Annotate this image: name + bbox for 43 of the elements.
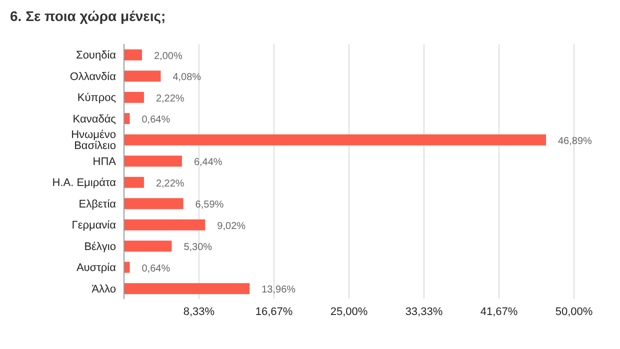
data-label: 13,96%: [262, 284, 296, 296]
data-label: 6,59%: [195, 200, 224, 211]
y-tick-label: ΗΠΑ: [92, 156, 117, 168]
x-tick-label: 33,33%: [405, 306, 443, 318]
y-tick-label: Βέλγιο: [84, 240, 116, 253]
data-label: 9,02%: [217, 220, 246, 232]
bar: [124, 283, 250, 294]
x-tick-label: 50,00%: [555, 306, 593, 318]
data-label: 0,64%: [142, 263, 170, 274]
data-label: 0,64%: [142, 114, 170, 126]
bar: [124, 219, 206, 230]
bar: [124, 134, 546, 146]
x-tick-label: 25,00%: [330, 306, 368, 318]
data-label: 5,30%: [184, 242, 212, 254]
data-label: 2,22%: [156, 93, 184, 104]
y-tick-label: Σουηδία: [76, 50, 117, 62]
y-tick-label: Γερμανία: [72, 220, 117, 232]
data-label: 2,00%: [154, 50, 182, 62]
y-tick-label: Καναδάς: [72, 113, 116, 126]
x-tick-label: 41,67%: [480, 306, 518, 318]
bar: [124, 49, 142, 60]
bar: [124, 156, 182, 167]
y-tick-label: Άλλο: [92, 283, 116, 296]
bar: [124, 262, 130, 273]
y-tick-label: Ελβετία: [78, 198, 117, 210]
data-label: 2,22%: [156, 178, 184, 190]
y-tick-label: Αυστρία: [76, 262, 117, 274]
bar: [124, 70, 161, 82]
bar: [124, 113, 130, 124]
bar: [124, 92, 144, 103]
data-label: 6,44%: [194, 157, 222, 168]
data-label: 46,89%: [558, 136, 592, 147]
x-tick-label: 8,33%: [183, 306, 215, 318]
x-tick-label: 16,67%: [255, 306, 293, 318]
data-label: 4,08%: [172, 72, 202, 84]
y-tick-label: Ηνωμένο Βασίλειο: [71, 129, 116, 152]
chart-title: 6. Σε ποια χώρα μένεις;: [10, 8, 167, 26]
bar: [124, 240, 172, 252]
bar: [124, 176, 144, 188]
bar: [124, 198, 184, 210]
y-tick-label: Ολλανδία: [70, 70, 117, 83]
y-tick-label: Η.Α. Εμιράτα: [52, 177, 117, 190]
y-tick-label: Κύπρος: [77, 92, 116, 104]
